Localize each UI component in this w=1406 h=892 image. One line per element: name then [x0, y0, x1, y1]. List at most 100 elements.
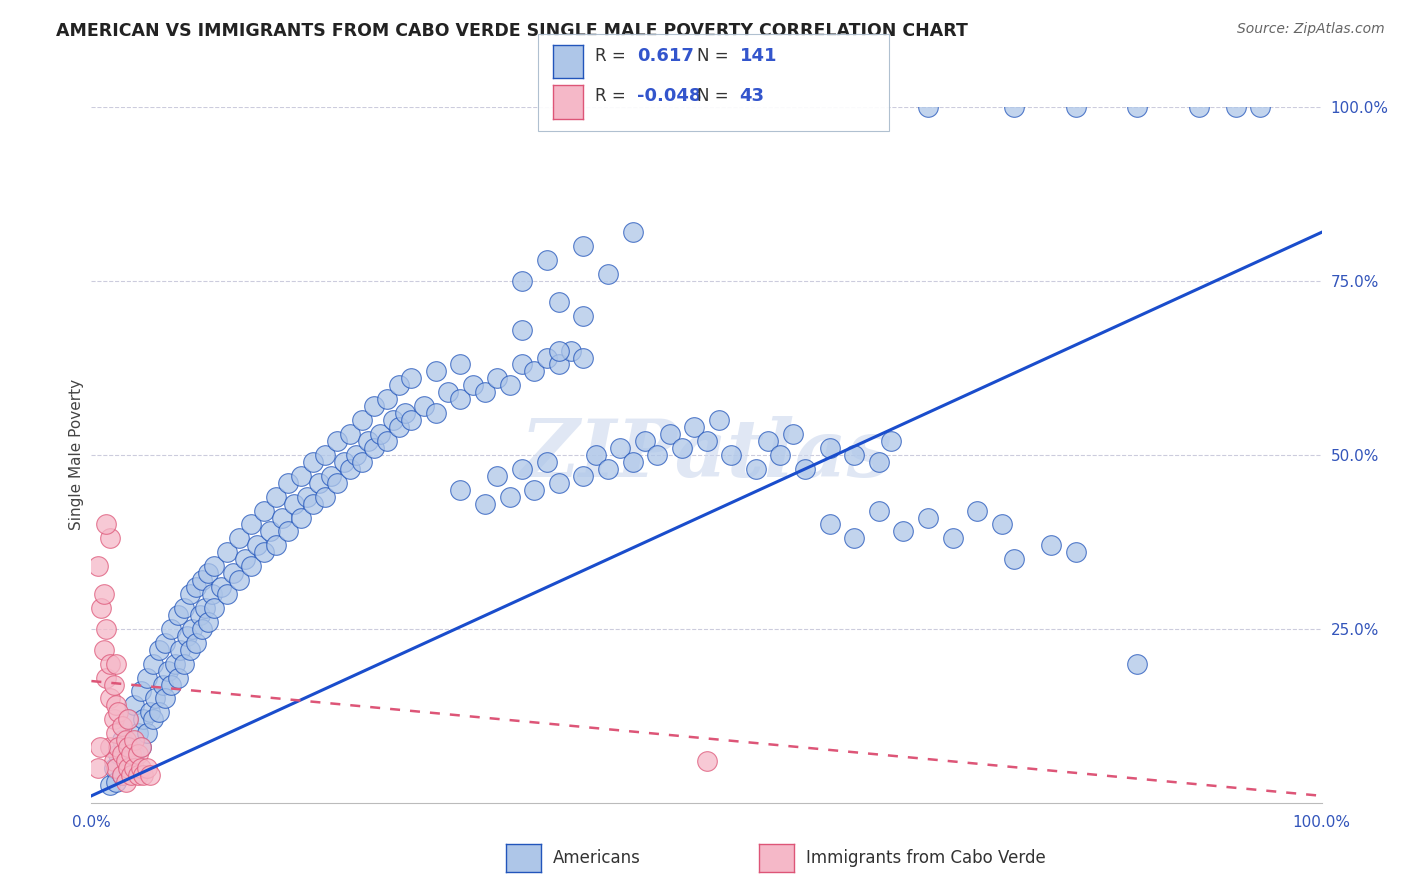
- Point: [90, 601, 112, 615]
- Point: [124, 747, 146, 761]
- Point: [191, 573, 214, 587]
- Point: [842, 448, 865, 462]
- Point: [145, 691, 166, 706]
- Point: [111, 733, 134, 747]
- Point: [132, 768, 155, 782]
- Point: [184, 580, 207, 594]
- Point: [153, 636, 177, 650]
- Point: [103, 754, 125, 768]
- Point: [191, 622, 214, 636]
- Text: -0.048: -0.048: [637, 87, 702, 104]
- Point: [818, 517, 841, 532]
- Point: [264, 538, 287, 552]
- Point: [240, 517, 263, 532]
- Point: [1126, 657, 1149, 671]
- Point: [188, 607, 211, 622]
- Point: [166, 607, 188, 622]
- Point: [197, 615, 219, 629]
- Point: [1064, 545, 1087, 559]
- Point: [120, 740, 142, 755]
- Point: [560, 343, 582, 358]
- Point: [486, 468, 509, 483]
- Point: [142, 712, 165, 726]
- Point: [344, 448, 367, 462]
- Point: [880, 434, 903, 448]
- Point: [394, 406, 416, 420]
- Point: [135, 761, 157, 775]
- Point: [510, 323, 533, 337]
- Text: AMERICAN VS IMMIGRANTS FROM CABO VERDE SINGLE MALE POVERTY CORRELATION CHART: AMERICAN VS IMMIGRANTS FROM CABO VERDE S…: [56, 22, 969, 40]
- Point: [449, 358, 471, 372]
- Point: [596, 462, 619, 476]
- Point: [756, 434, 779, 448]
- Point: [98, 740, 121, 755]
- Point: [474, 497, 496, 511]
- Point: [572, 351, 595, 365]
- Point: [98, 532, 121, 546]
- Point: [498, 378, 520, 392]
- Point: [179, 587, 201, 601]
- Point: [129, 740, 152, 755]
- Point: [308, 475, 330, 490]
- Point: [228, 532, 250, 546]
- Point: [658, 427, 681, 442]
- Text: 141: 141: [740, 47, 778, 65]
- Point: [105, 775, 127, 789]
- Point: [449, 392, 471, 407]
- Point: [301, 455, 323, 469]
- Point: [818, 441, 841, 455]
- Point: [352, 413, 374, 427]
- Point: [117, 712, 139, 726]
- Point: [139, 768, 162, 782]
- Point: [695, 754, 717, 768]
- Point: [111, 768, 134, 782]
- Point: [148, 706, 170, 720]
- Point: [498, 490, 520, 504]
- Point: [127, 726, 149, 740]
- Point: [461, 378, 484, 392]
- Point: [572, 309, 595, 323]
- Point: [124, 761, 146, 775]
- Point: [793, 462, 815, 476]
- Point: [127, 747, 149, 761]
- Point: [381, 413, 404, 427]
- Point: [181, 622, 204, 636]
- Point: [707, 413, 730, 427]
- Point: [271, 510, 294, 524]
- Point: [966, 503, 988, 517]
- Point: [264, 490, 287, 504]
- Point: [124, 733, 146, 747]
- Point: [536, 351, 558, 365]
- Point: [842, 532, 865, 546]
- Point: [510, 274, 533, 288]
- Point: [86, 559, 108, 574]
- Point: [1225, 100, 1247, 114]
- Point: [1249, 100, 1271, 114]
- Point: [209, 580, 232, 594]
- Point: [314, 448, 336, 462]
- Point: [179, 642, 201, 657]
- Point: [399, 371, 422, 385]
- Point: [782, 427, 804, 442]
- Point: [352, 455, 374, 469]
- Point: [326, 434, 349, 448]
- Point: [253, 503, 276, 517]
- Point: [114, 775, 138, 789]
- Point: [388, 378, 411, 392]
- Point: [105, 726, 127, 740]
- Point: [536, 253, 558, 268]
- Point: [253, 545, 276, 559]
- Point: [96, 671, 117, 685]
- Point: [98, 691, 121, 706]
- Point: [339, 462, 361, 476]
- Point: [152, 677, 174, 691]
- Point: [142, 657, 165, 671]
- Text: ZIPatlas: ZIPatlas: [520, 417, 893, 493]
- Point: [153, 691, 177, 706]
- Point: [176, 629, 198, 643]
- Point: [117, 761, 139, 775]
- Point: [105, 761, 127, 775]
- Point: [105, 698, 127, 713]
- Text: R =: R =: [595, 47, 631, 65]
- Point: [139, 706, 162, 720]
